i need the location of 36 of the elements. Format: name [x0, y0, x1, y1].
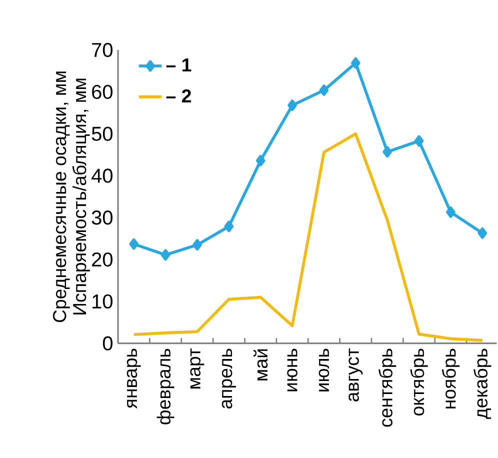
- point: [414, 135, 424, 147]
- x-tick-label: октябрь: [410, 348, 428, 416]
- x-tick-label: август: [348, 348, 363, 402]
- x-tick-label: июнь: [287, 348, 298, 392]
- x-tick-label: июль: [318, 348, 330, 392]
- x-tick-label: февраль: [156, 348, 174, 424]
- point: [224, 220, 234, 232]
- x-tick-label: март: [190, 348, 204, 388]
- x-tick-label: январь: [126, 348, 141, 409]
- x-tick-label: май: [254, 349, 268, 380]
- y-tick-label: 50: [92, 126, 112, 141]
- point: [288, 100, 297, 112]
- point: [319, 84, 329, 96]
- y-tick-label: 0: [102, 336, 112, 350]
- x-tick-label: сентябрь: [378, 348, 396, 427]
- y-axis-title: Среднемесячные осадки, мм Испаряемость/абляция, мм: [52, 72, 90, 322]
- y-tick-label: 10: [92, 294, 112, 308]
- point: [192, 239, 202, 251]
- point: [160, 249, 170, 261]
- point: [446, 206, 456, 218]
- y-tick-label: 20: [92, 252, 112, 267]
- y-tick-label: 70: [92, 42, 112, 58]
- x-tick-label: апрель: [222, 348, 236, 408]
- point: [382, 146, 392, 158]
- y-tick-label: 40: [92, 168, 112, 183]
- x-tick-label: ноябрь: [442, 348, 460, 408]
- legend-label: – 2: [166, 89, 191, 102]
- x-tick-label: декабрь: [474, 348, 492, 419]
- point: [256, 154, 266, 166]
- legend-label: – 1: [166, 58, 192, 72]
- line-series: [132, 132, 484, 342]
- point: [350, 57, 360, 69]
- point: [478, 227, 488, 239]
- y-tick-label: 60: [92, 84, 112, 99]
- point: [129, 238, 139, 250]
- y-tick-label: 30: [92, 210, 112, 225]
